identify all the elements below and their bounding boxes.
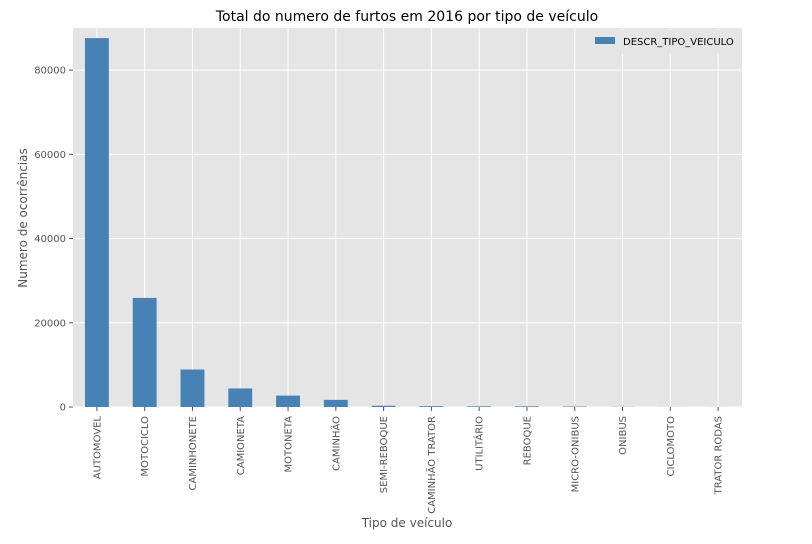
y-tick-label: 20000 bbox=[34, 318, 66, 329]
x-tick-label: ONIBUS bbox=[618, 416, 629, 455]
x-tick-label: SEMI-REBOQUE bbox=[379, 416, 390, 493]
legend: DESCR_TIPO_VEICULO bbox=[587, 30, 739, 54]
bar bbox=[276, 395, 300, 407]
axes: 0 20000 40000 60000 80000 AUTOMOVEL MOTOCICLO C… bbox=[34, 66, 724, 514]
chart-title: Total do numero de furtos em 2016 por ti… bbox=[215, 9, 598, 25]
x-tick-label: REBOQUE bbox=[522, 416, 533, 465]
x-tick-label: CAMINHÃO TRATOR bbox=[425, 416, 438, 514]
x-tick-label: TRATOR RODAS bbox=[714, 416, 725, 495]
bar bbox=[228, 388, 253, 407]
bar bbox=[84, 38, 109, 408]
bar bbox=[467, 406, 492, 407]
x-tick-label: CAMINHÃO bbox=[329, 416, 342, 471]
y-tick-label: 60000 bbox=[34, 150, 66, 161]
x-tick-label: MOTOCICLO bbox=[140, 416, 151, 477]
bar bbox=[132, 297, 157, 407]
y-axis-label: Numero de ocorrências bbox=[16, 148, 30, 288]
y-tick-label: 40000 bbox=[34, 234, 66, 245]
bar bbox=[515, 406, 539, 407]
legend-label: DESCR_TIPO_VEICULO bbox=[623, 37, 734, 48]
y-tick-label: 0 bbox=[60, 403, 66, 414]
x-tick-label: MICRO-ONIBUS bbox=[570, 416, 581, 492]
bars bbox=[84, 38, 731, 408]
y-tick-label: 80000 bbox=[34, 66, 66, 77]
x-tick-label: AUTOMOVEL bbox=[92, 416, 103, 480]
bar bbox=[180, 369, 205, 407]
legend-swatch bbox=[595, 37, 615, 44]
x-tick-label: UTILITÁRIO bbox=[473, 416, 486, 471]
bar bbox=[371, 405, 396, 407]
x-tick-label: CAMIONETA bbox=[236, 416, 247, 475]
x-axis-label: Tipo de veículo bbox=[361, 516, 453, 530]
bar bbox=[323, 399, 348, 407]
plot-area bbox=[73, 28, 742, 407]
bar bbox=[419, 406, 444, 407]
x-tick-label: MOTONETA bbox=[284, 416, 295, 473]
x-tick-label: CAMINHONETE bbox=[188, 416, 199, 491]
x-tick-label: CICLOMOTO bbox=[666, 416, 677, 477]
